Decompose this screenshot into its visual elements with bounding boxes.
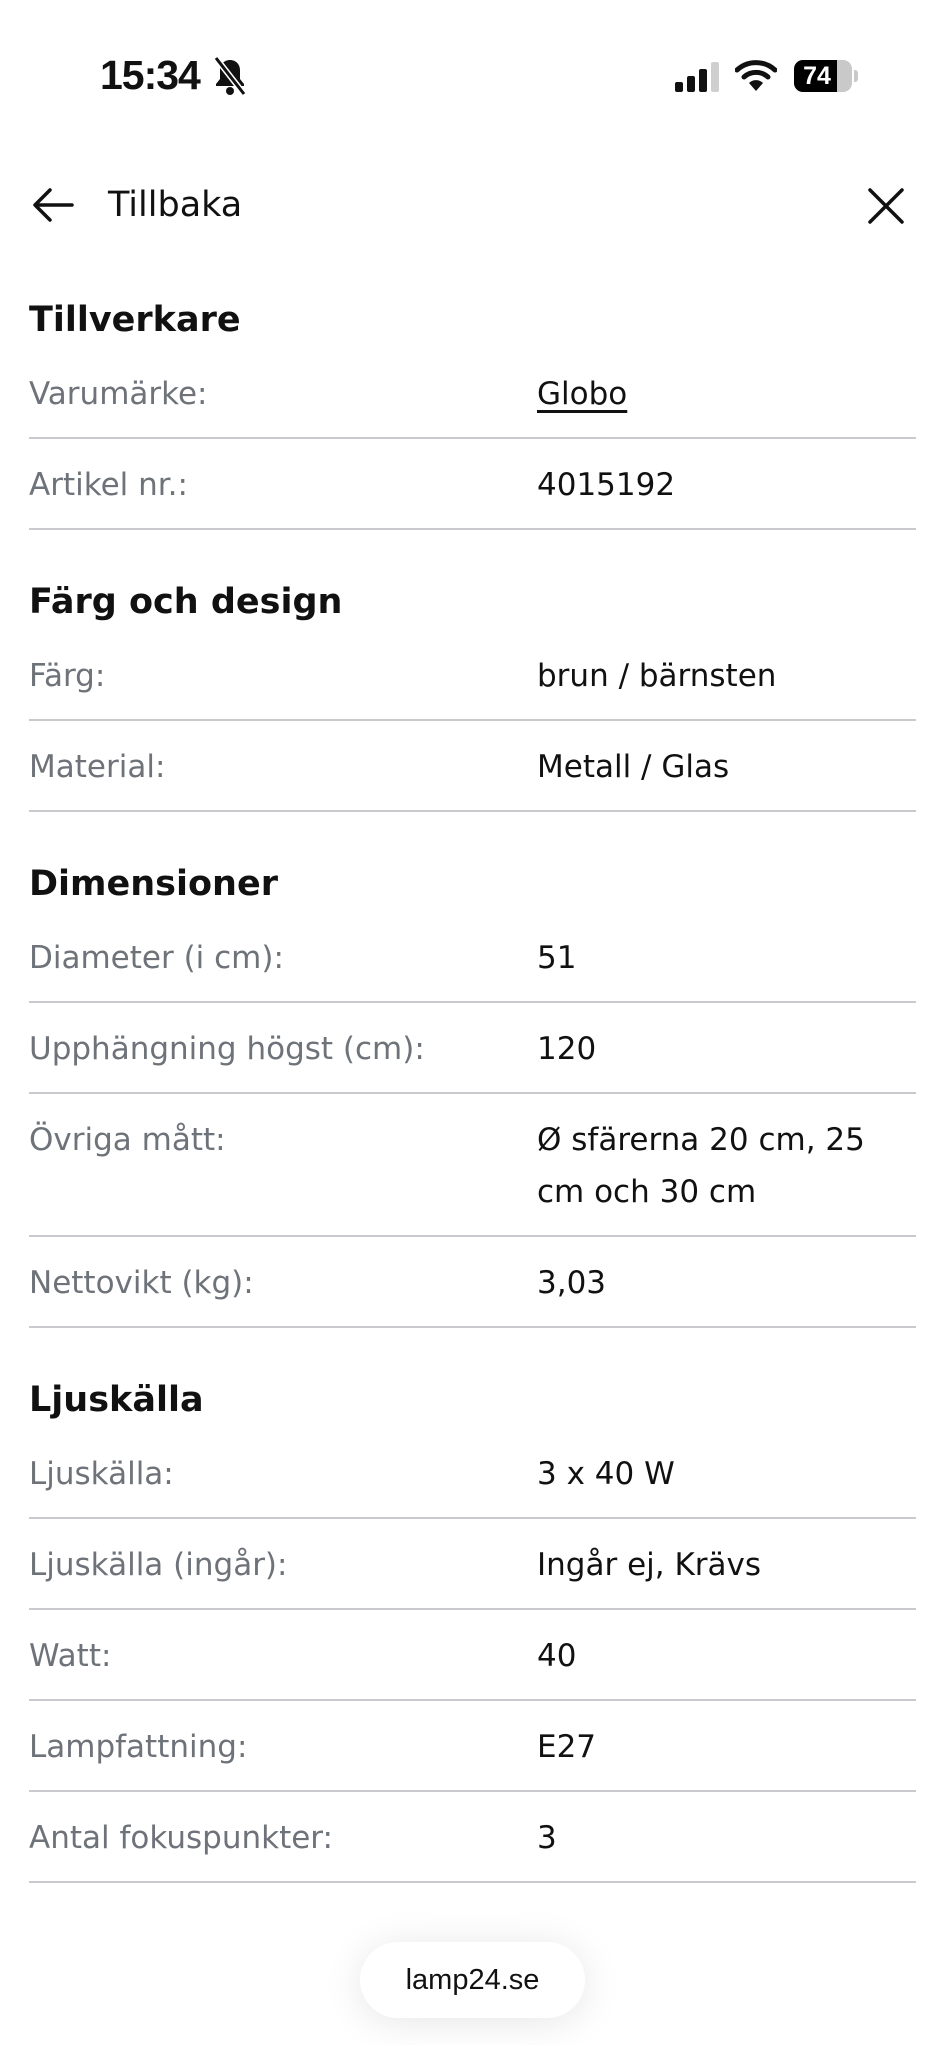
spec-label: Artikel nr.: <box>29 467 188 503</box>
spec-label: Diameter (i cm): <box>29 940 284 976</box>
spec-row: Upphängning högst (cm): 120 <box>29 1003 916 1094</box>
signal-icon <box>675 62 719 92</box>
spec-row: Artikel nr.: 4015192 <box>29 439 916 530</box>
spec-label: Material: <box>29 749 166 785</box>
spec-value: brun / bärnsten <box>537 658 777 694</box>
back-label: Tillbaka <box>108 185 243 225</box>
spec-row: Diameter (i cm): 51 <box>29 912 916 1003</box>
spec-label: Ljuskälla: <box>29 1456 174 1492</box>
wifi-icon <box>735 60 777 91</box>
spec-value: 40 <box>537 1638 577 1674</box>
spec-label: Övriga mått: <box>29 1122 226 1158</box>
spec-label: Upphängning högst (cm): <box>29 1031 425 1067</box>
spec-value: 3,03 <box>537 1265 607 1301</box>
bell-slash-icon <box>213 56 247 96</box>
spec-row: Nettovikt (kg): 3,03 <box>29 1237 916 1328</box>
spec-value: 4015192 <box>537 467 676 503</box>
top-bar: Tillbaka <box>0 170 941 240</box>
spec-label: Ljuskälla (ingår): <box>29 1547 288 1583</box>
spec-label: Watt: <box>29 1638 112 1674</box>
spec-label: Nettovikt (kg): <box>29 1265 254 1301</box>
domain-pill[interactable]: lamp24.se <box>360 1942 585 2018</box>
battery-icon: 74 <box>794 60 858 92</box>
spec-row: Varumärke: Globo <box>29 348 916 439</box>
product-specs: Tillverkare Varumärke: Globo Artikel nr.: 40… <box>29 248 916 1883</box>
close-icon[interactable] <box>864 184 908 228</box>
section-heading: Ljuskälla <box>29 1380 204 1420</box>
spec-row: Övriga mått: Ø sfärerna 20 cm, 25 cm och … <box>29 1094 916 1237</box>
arrow-left-icon <box>33 188 74 222</box>
domain-label: lamp24.se <box>405 1963 540 1996</box>
spec-row: Ljuskälla (ingår): Ingår ej, Krävs <box>29 1519 916 1610</box>
spec-label: Färg: <box>29 658 106 694</box>
brand-link[interactable]: Globo <box>537 376 628 412</box>
spec-label: Antal fokuspunkter: <box>29 1820 333 1856</box>
back-button[interactable]: Tillbaka <box>30 182 242 228</box>
spec-value: Metall / Glas <box>537 749 730 785</box>
section-heading: Tillverkare <box>29 300 241 340</box>
battery-level: 74 <box>803 62 831 90</box>
spec-row: Färg: brun / bärnsten <box>29 630 916 721</box>
spec-value: Ø sfärerna 20 cm, 25 cm och 30 cm <box>537 1122 865 1210</box>
section-heading: Färg och design <box>29 582 343 622</box>
status-time: 15:34 <box>100 52 201 98</box>
spec-label: Varumärke: <box>29 376 208 412</box>
spec-value: 120 <box>537 1031 597 1067</box>
spec-row: Watt: 40 <box>29 1610 916 1701</box>
spec-row: Lampfattning: E27 <box>29 1701 916 1792</box>
spec-row: Antal fokuspunkter: 3 <box>29 1792 916 1883</box>
spec-row: Ljuskälla: 3 x 40 W <box>29 1428 916 1519</box>
spec-value: E27 <box>537 1729 597 1765</box>
spec-label: Lampfattning: <box>29 1729 248 1765</box>
spec-value: 3 <box>537 1820 557 1856</box>
section-heading: Dimensioner <box>29 864 278 904</box>
spec-value: Ingår ej, Krävs <box>537 1547 762 1583</box>
spec-value: 51 <box>537 940 577 976</box>
status-bar: 15:34 74 <box>0 0 941 120</box>
spec-value: 3 x 40 W <box>537 1456 675 1492</box>
spec-row: Material: Metall / Glas <box>29 721 916 812</box>
